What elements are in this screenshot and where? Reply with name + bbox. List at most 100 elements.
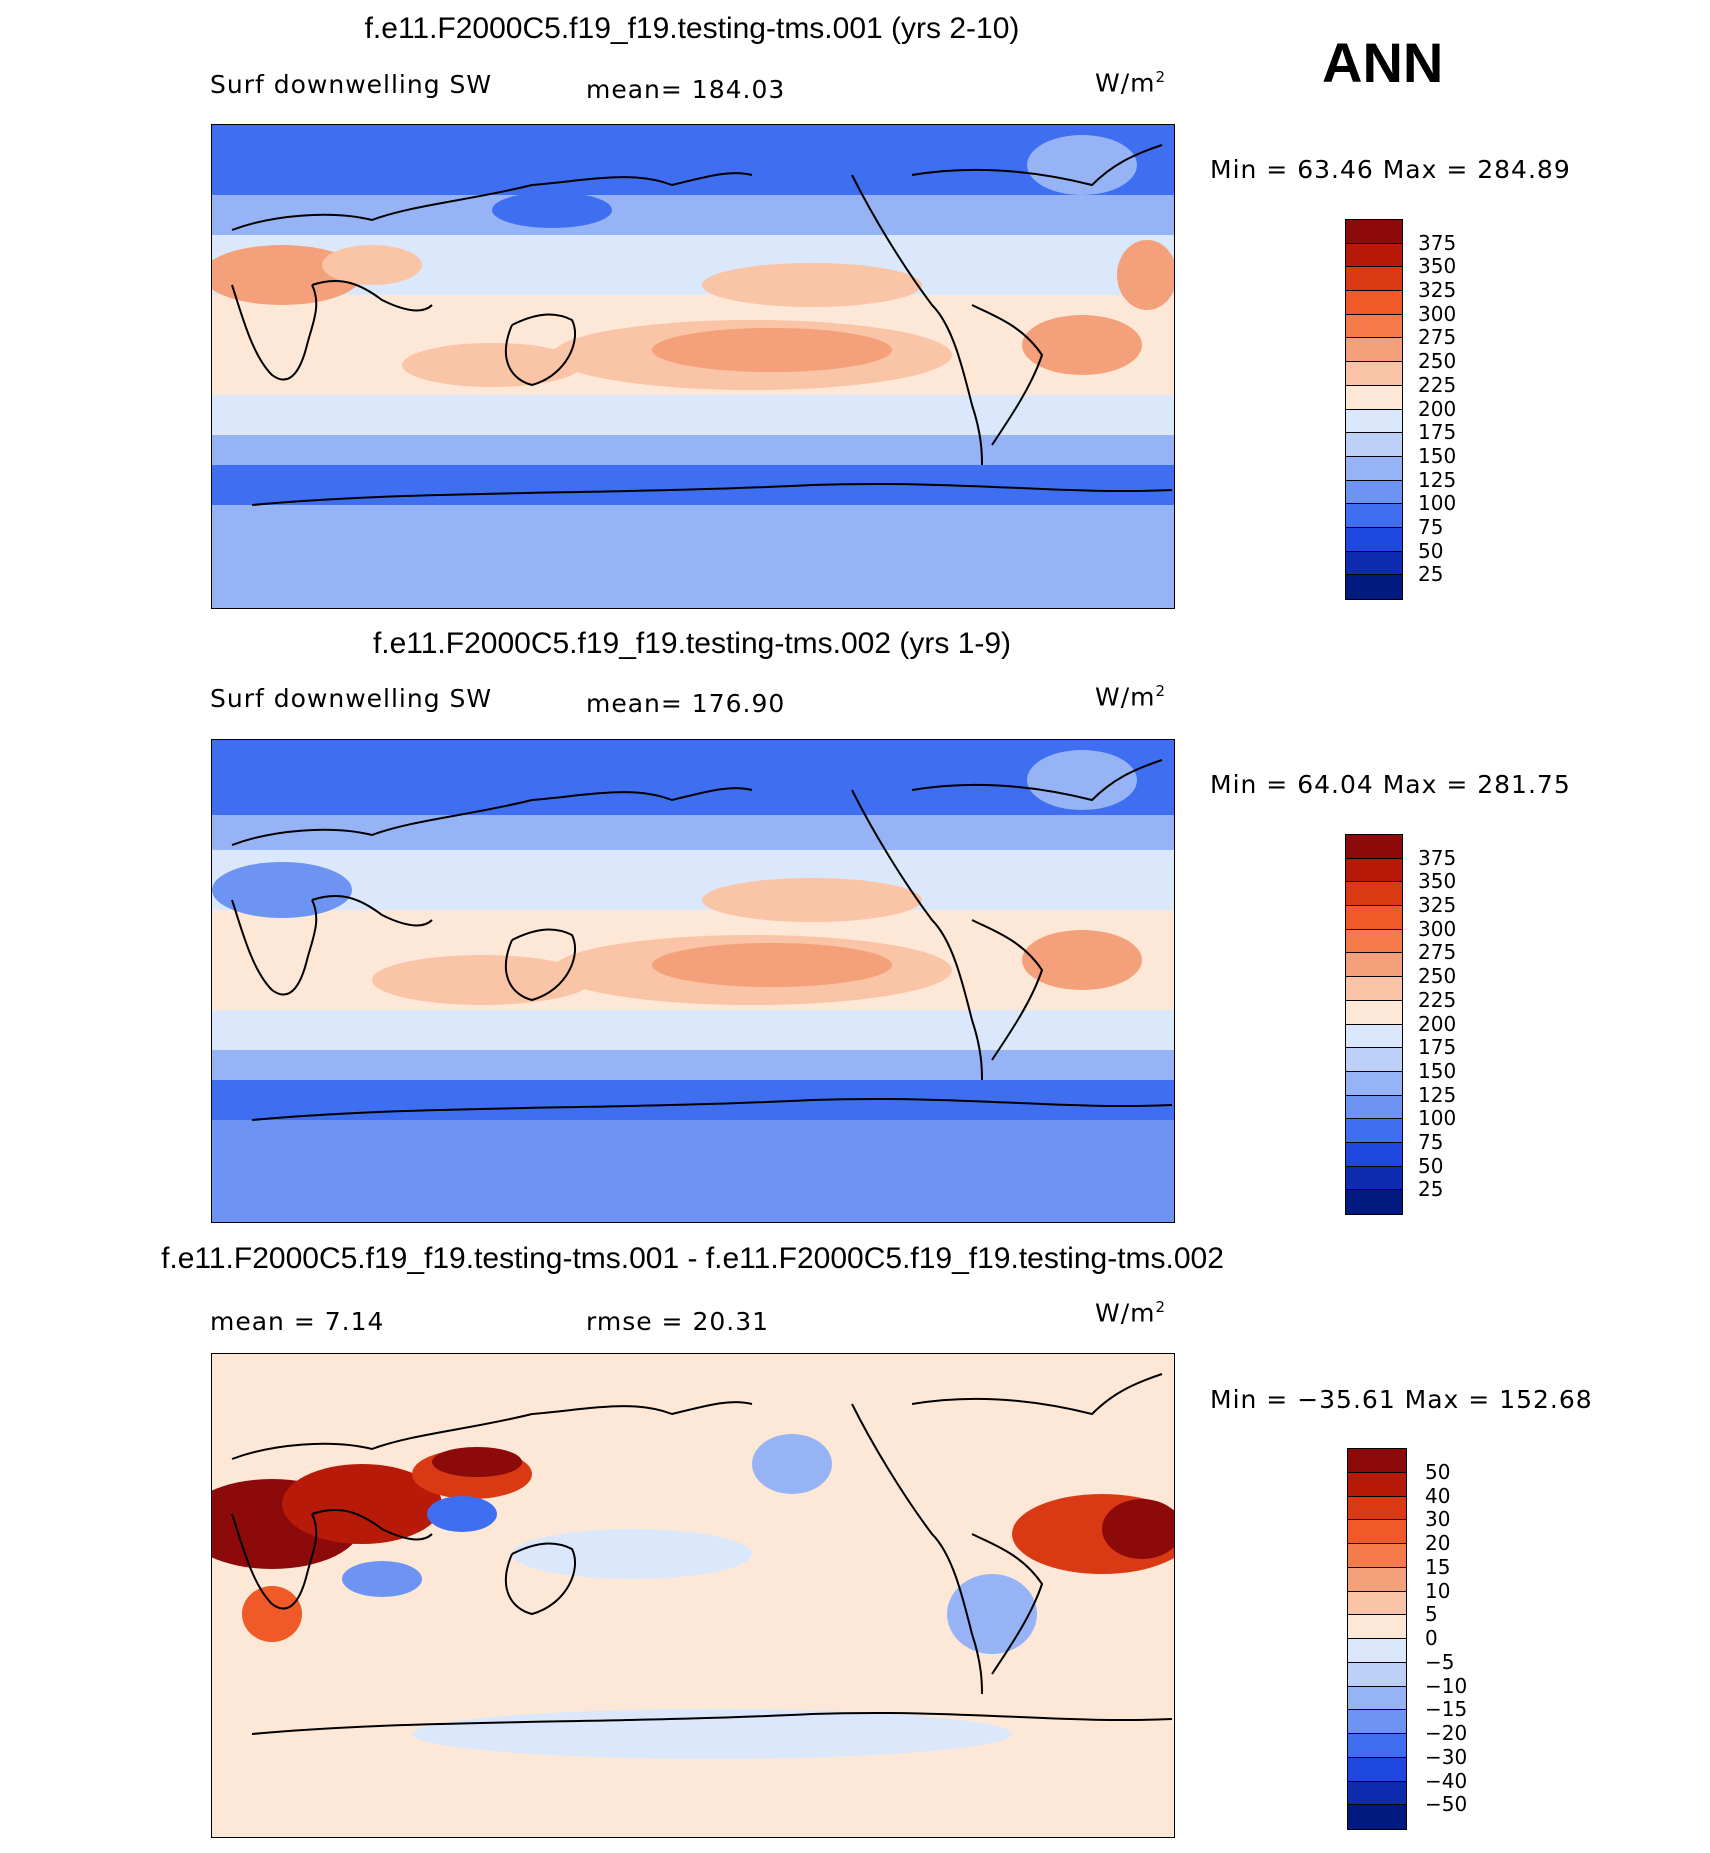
colorbar-tick-label: 375 — [1418, 230, 1457, 255]
colorbar-swatch — [1346, 835, 1402, 859]
colorbar-tick-label: 75 — [1418, 1129, 1444, 1154]
colorbar-swatch — [1346, 456, 1402, 481]
colorbar-tick-label: 25 — [1418, 1177, 1444, 1202]
colorbar-tick-label: −5 — [1425, 1649, 1455, 1674]
colorbar-tick-label: 325 — [1418, 278, 1457, 303]
panel3-map — [211, 1353, 1175, 1838]
colorbar-tick-label: 375 — [1418, 845, 1457, 870]
colorbar-swatch — [1346, 858, 1402, 883]
colorbar-tick-label: 125 — [1418, 1082, 1457, 1107]
colorbar-swatch — [1346, 1166, 1402, 1191]
colorbar-tick-label: 30 — [1425, 1507, 1451, 1532]
colorbar-swatch — [1348, 1710, 1406, 1734]
colorbar-swatch — [1346, 1000, 1402, 1025]
panel3-colorbar — [1347, 1448, 1407, 1830]
south-pacific-core — [652, 943, 892, 987]
colorbar-swatch — [1346, 220, 1402, 244]
coastline-north-america-north — [911, 759, 1163, 802]
colorbar-tick-label: 50 — [1418, 1153, 1444, 1178]
colorbar-tick-label: −20 — [1425, 1721, 1468, 1745]
tibet-strong-positive — [432, 1447, 522, 1477]
indian-ocean-patch — [372, 955, 592, 1005]
colorbar-swatch — [1346, 551, 1402, 576]
colorbar-tick-label: 225 — [1418, 987, 1457, 1012]
colorbar-tick-label: 50 — [1418, 538, 1444, 563]
colorbar-swatch — [1346, 906, 1402, 930]
coastline-eurasia-north — [231, 787, 753, 846]
colorbar-tick-label: 10 — [1425, 1578, 1451, 1603]
panel3-rmse: rmse = 20.31 — [586, 1307, 770, 1336]
colorbar-tick-label: 100 — [1418, 491, 1457, 516]
southern-ocean-slight-negative — [412, 1709, 1012, 1759]
colorbar-tick-label: 20 — [1425, 1531, 1451, 1555]
colorbar-swatch — [1346, 1071, 1402, 1096]
colorbar-tick-label: 250 — [1418, 349, 1457, 374]
colorbar-tick-label: 40 — [1425, 1483, 1451, 1508]
colorbar-tick-label: 350 — [1418, 254, 1457, 279]
panel2-title: f.e11.F2000C5.f19_f19.testing-tms.002 (y… — [372, 627, 1012, 660]
coastline-antarctica — [251, 1097, 1173, 1121]
panel2-colorbar — [1345, 834, 1403, 1215]
indian-ocean-negative — [342, 1561, 422, 1597]
colorbar-tick-label: 150 — [1418, 1058, 1457, 1083]
colorbar-swatch — [1348, 1520, 1406, 1544]
colorbar-swatch — [1346, 1119, 1402, 1143]
siberia-cool-patch — [492, 192, 612, 228]
colorbar-swatch — [1346, 1024, 1402, 1049]
coastline-arabia-india — [311, 1509, 433, 1541]
colorbar-tick-label: −30 — [1425, 1744, 1468, 1769]
panel2-mean: mean= 176.90 — [586, 689, 786, 718]
colorbar-swatch — [1348, 1757, 1406, 1782]
colorbar-tick-label: 150 — [1418, 443, 1457, 468]
colorbar-tick-label: 300 — [1418, 916, 1457, 941]
colorbar-tick-label: 50 — [1425, 1459, 1451, 1484]
south-subtropic-band — [212, 395, 1174, 435]
south-atlantic-warm-patch — [1022, 315, 1142, 375]
panel3-units: W/m2 — [1095, 1298, 1167, 1328]
colorbar-swatch — [1348, 1544, 1406, 1568]
panel3-mean: mean = 7.14 — [210, 1307, 385, 1336]
colorbar-swatch — [1348, 1686, 1406, 1711]
coastline-australia — [504, 1542, 577, 1616]
colorbar-tick-label: 275 — [1418, 325, 1457, 350]
colorbar-swatch — [1346, 504, 1402, 528]
arabia-positive — [282, 1464, 442, 1544]
colorbar-swatch — [1348, 1472, 1406, 1497]
south-atlantic-warm-patch — [1022, 930, 1142, 990]
antarctic-band — [212, 505, 1174, 608]
colorbar-swatch — [1346, 1190, 1402, 1214]
china-negative — [427, 1496, 497, 1532]
panel1-mean: mean= 184.03 — [586, 75, 786, 104]
panel1-colorbar — [1345, 219, 1403, 600]
colorbar-tick-label: 175 — [1418, 1035, 1457, 1060]
colorbar-swatch — [1346, 953, 1402, 978]
colorbar-tick-label: 0 — [1425, 1626, 1438, 1650]
colorbar-tick-label: 175 — [1418, 420, 1457, 445]
coastline-south-america-east — [971, 919, 1044, 1061]
pacific-slight-negative — [512, 1529, 752, 1579]
colorbar-swatch — [1346, 1095, 1402, 1120]
colorbar-tick-label: 75 — [1418, 514, 1444, 539]
coastline-africa — [231, 284, 318, 381]
colorbar-swatch — [1348, 1496, 1406, 1521]
colorbar-swatch — [1348, 1662, 1406, 1687]
north-pacific-subtropic-patch — [702, 878, 922, 922]
coastline-arabia-india — [311, 280, 433, 312]
coastline-americas-west — [851, 174, 983, 466]
north-america-negative — [752, 1434, 832, 1494]
colorbar-tick-label: 300 — [1418, 301, 1457, 326]
colorbar-tick-label: 5 — [1425, 1602, 1438, 1627]
north-pacific-subtropic-patch — [702, 263, 922, 307]
colorbar-tick-label: 200 — [1418, 1011, 1457, 1036]
season-label: ANN — [1322, 31, 1444, 94]
southern-africa-positive — [242, 1586, 302, 1642]
colorbar-swatch — [1346, 314, 1402, 339]
panel1-map — [211, 124, 1175, 609]
colorbar-swatch — [1346, 882, 1402, 907]
coastline-americas-west — [851, 1403, 983, 1695]
panel1-minmax: Min = 63.46 Max = 284.89 — [1210, 155, 1571, 184]
coastline-south-america-east — [971, 1533, 1044, 1675]
colorbar-swatch — [1346, 480, 1402, 505]
colorbar-swatch — [1346, 433, 1402, 457]
colorbar-tick-label: 225 — [1418, 372, 1457, 397]
